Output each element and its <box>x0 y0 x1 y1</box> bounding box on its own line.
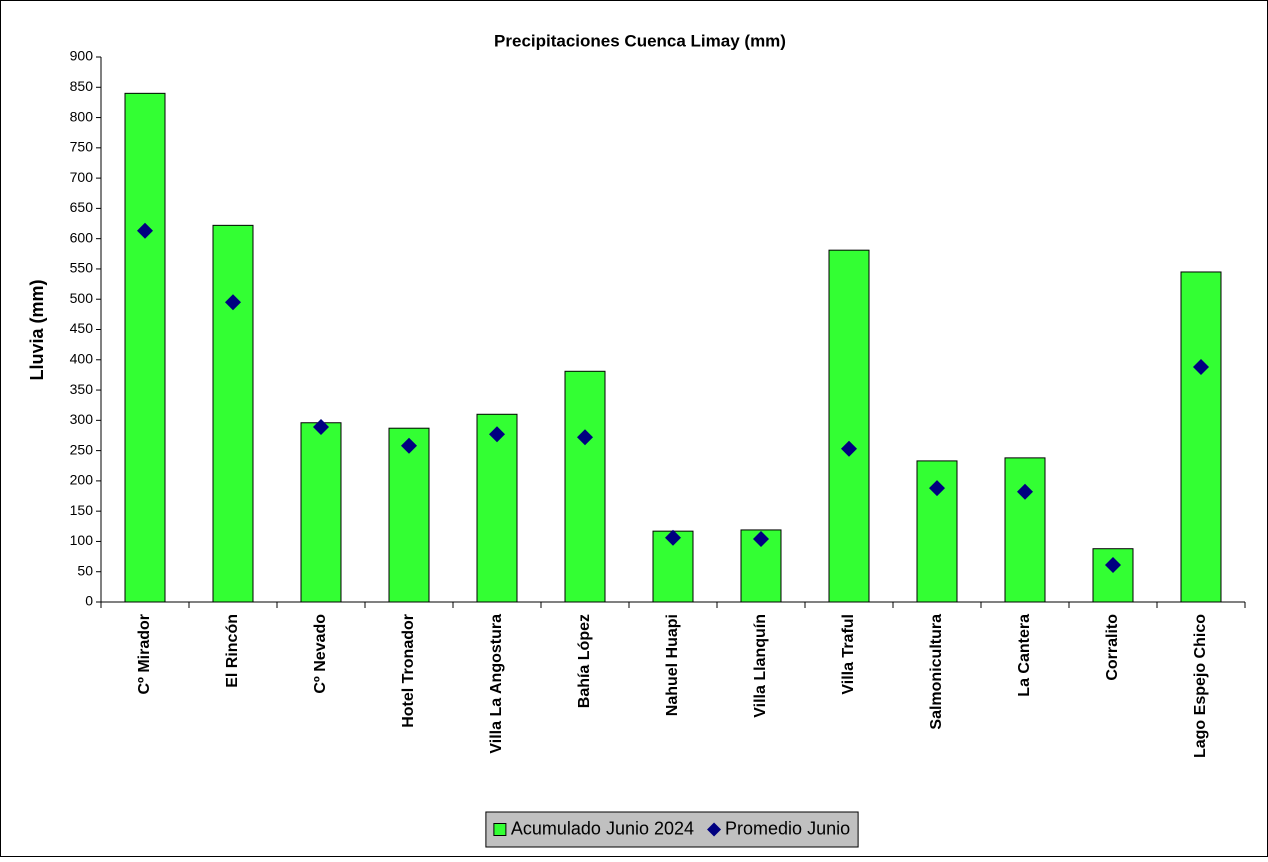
marker <box>489 426 505 443</box>
bar <box>300 422 342 603</box>
legend-box <box>485 811 859 848</box>
legend-swatch <box>707 822 722 837</box>
bar <box>1180 271 1222 603</box>
y-axis-title: Lluvia (mm) <box>27 279 47 380</box>
marker <box>1193 359 1209 376</box>
bar <box>212 224 254 603</box>
y-tick-label: 700 <box>70 169 94 185</box>
bar <box>124 92 166 603</box>
x-tick-label: Hotel Tronador <box>400 614 417 728</box>
bar <box>740 529 782 603</box>
y-tick-label: 100 <box>70 532 94 548</box>
y-tick-label: 200 <box>70 472 94 488</box>
y-tick-label: 400 <box>70 350 94 366</box>
y-tick-label: 250 <box>70 441 94 457</box>
y-tick-label: 550 <box>70 260 94 276</box>
y-tick-label: 50 <box>77 562 93 578</box>
y-tick-label: 900 <box>70 48 94 64</box>
chart-title: Precipitaciones Cuenca Limay (mm) <box>494 31 786 50</box>
legend-label: Promedio Junio <box>725 818 850 838</box>
y-tick-label: 600 <box>70 229 94 245</box>
bar <box>476 413 518 603</box>
y-tick-label: 500 <box>70 290 94 306</box>
marker <box>665 529 681 546</box>
legend-label: Acumulado Junio 2024 <box>511 818 694 838</box>
bar <box>1004 457 1046 603</box>
marker <box>1017 483 1033 500</box>
y-tick-label: 750 <box>70 139 94 155</box>
x-tick-label: Bahía López <box>576 614 593 708</box>
x-tick-label: Salmonicultura <box>928 614 945 730</box>
x-tick-label: Villa La Angostura <box>488 614 505 754</box>
y-tick-label: 800 <box>70 108 94 124</box>
marker <box>137 222 153 239</box>
y-tick-label: 300 <box>70 411 94 427</box>
x-tick-label: El Rincón <box>224 614 241 688</box>
bar <box>1092 548 1134 603</box>
x-tick-label: Corralito <box>1104 614 1121 681</box>
marker <box>929 480 945 497</box>
bar <box>564 370 606 603</box>
bar <box>828 249 870 603</box>
marker <box>1105 557 1121 574</box>
x-tick-label: Villa Llanquín <box>752 614 769 718</box>
marker <box>313 418 329 435</box>
x-tick-label: Nahuel Huapi <box>664 614 681 716</box>
y-tick-label: 450 <box>70 320 94 336</box>
x-tick-label: La Cantera <box>1016 614 1033 697</box>
marker <box>225 294 241 311</box>
x-tick-label: Villa Traful <box>840 614 857 695</box>
legend-swatch <box>493 823 507 836</box>
bar <box>388 427 430 603</box>
marker <box>401 437 417 454</box>
bar <box>652 530 694 603</box>
x-tick-label: Cº Mirador <box>136 614 153 695</box>
y-tick-label: 350 <box>70 381 94 397</box>
marker <box>577 429 593 446</box>
legend: Acumulado Junio 2024 Promedio Junio <box>485 811 859 848</box>
y-tick-label: 850 <box>70 78 94 94</box>
x-tick-label: Lago Espejo Chico <box>1192 614 1209 758</box>
y-tick-label: 150 <box>70 502 94 518</box>
x-tick-label: Cº Nevado <box>312 614 329 694</box>
marker <box>753 531 769 548</box>
y-tick-label: 0 <box>85 593 93 609</box>
y-tick-label: 650 <box>70 199 94 215</box>
marker <box>841 440 857 457</box>
